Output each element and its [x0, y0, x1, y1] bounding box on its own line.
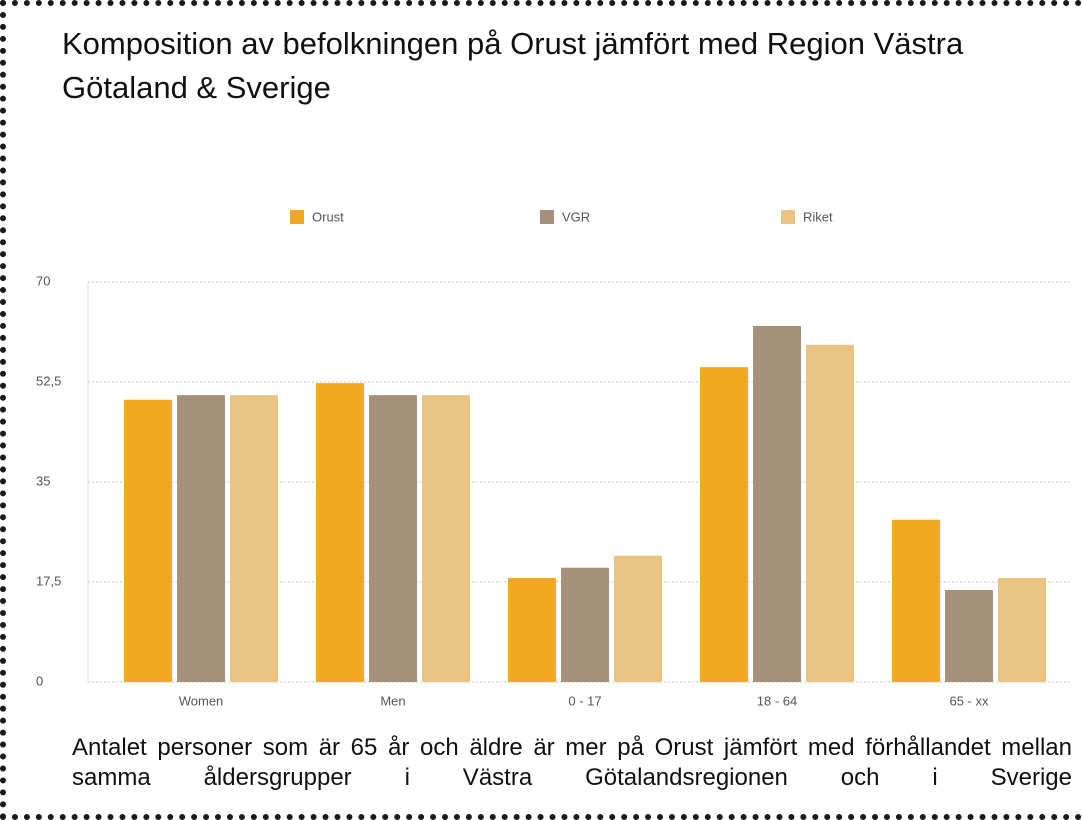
bar	[945, 590, 993, 682]
bar	[508, 578, 556, 682]
bar	[177, 395, 225, 682]
x-tick-label: Men	[380, 693, 405, 708]
x-tick-label: Women	[179, 693, 224, 708]
y-tick-label: 35	[36, 473, 50, 488]
bar	[316, 383, 364, 682]
bar	[614, 555, 662, 682]
bar	[998, 578, 1046, 682]
legend-swatch	[290, 210, 304, 224]
bar	[806, 344, 854, 682]
bar	[892, 519, 940, 682]
y-tick-label: 17,5	[36, 573, 61, 588]
bar	[700, 367, 748, 682]
bar	[369, 395, 417, 682]
y-tick-label: 70	[36, 273, 50, 288]
y-tick-label: 52,5	[36, 373, 61, 388]
legend-swatch	[781, 210, 795, 224]
bar	[124, 399, 172, 682]
bar	[230, 395, 278, 682]
bar	[422, 395, 470, 682]
bar	[753, 326, 801, 682]
legend-label: VGR	[562, 209, 590, 224]
x-tick-label: 18 - 64	[757, 693, 797, 708]
bar	[561, 567, 609, 682]
x-tick-label: 0 - 17	[568, 693, 601, 708]
caption: Antalet personer som är 65 år och äldre …	[72, 734, 1072, 791]
legend-label: Riket	[803, 209, 833, 224]
chart-title: Komposition av befolkningen på Orust jäm…	[62, 26, 964, 105]
legend-swatch	[540, 210, 554, 224]
x-tick-label: 65 - xx	[949, 693, 989, 708]
legend-label: Orust	[312, 209, 344, 224]
y-tick-label: 0	[36, 673, 43, 688]
